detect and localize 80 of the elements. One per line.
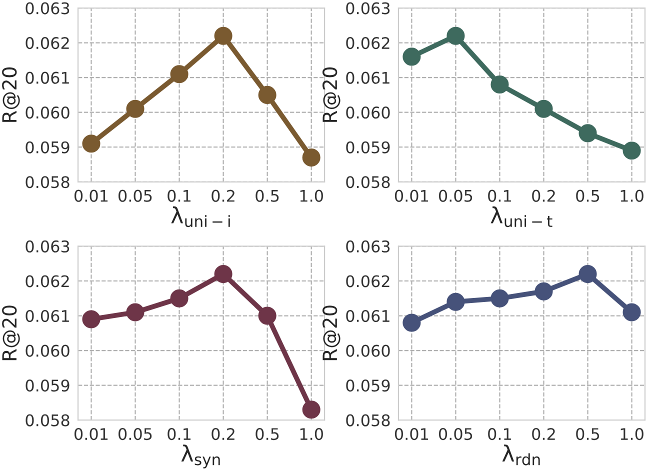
x-tick-label: 0.2 — [532, 190, 555, 202]
point — [82, 310, 100, 328]
x-tick-label: 0.01 — [74, 190, 108, 202]
point — [258, 86, 276, 104]
point — [402, 314, 421, 332]
x-tick-label: 0.5 — [576, 428, 600, 440]
y-tick-label: 0.063 — [26, 240, 70, 253]
point — [258, 306, 276, 325]
point — [578, 265, 597, 284]
point — [214, 265, 232, 284]
y-tick-label: 0.063 — [26, 2, 70, 14]
y-tick-label: 0.059 — [346, 380, 390, 392]
x-tick-label: 0.05 — [118, 428, 152, 440]
y-tick-label: 0.060 — [346, 106, 390, 119]
x-tick-label: 0.1 — [488, 428, 511, 440]
y-tick-label: 0.063 — [346, 240, 390, 253]
point — [214, 26, 232, 45]
x-tick-label: 0.01 — [74, 428, 108, 440]
x-axis-title: λ$_{uni−t}$ — [490, 206, 552, 228]
y-tick-label: 0.058 — [346, 176, 390, 188]
x-axis-title: λ$_{rdn}$ — [502, 444, 540, 466]
x-tick-label: 0.1 — [488, 190, 511, 202]
x-axis-title: λ$_{syn}$ — [181, 444, 220, 468]
point — [170, 65, 188, 84]
y-tick-label: 0.061 — [26, 72, 69, 84]
y-tick-label: 0.061 — [346, 310, 390, 322]
x-tick-label: 0.2 — [532, 428, 555, 440]
x-tick-label: 0.5 — [256, 428, 279, 440]
x-tick-label: 0.5 — [256, 190, 279, 202]
y-tick-label: 0.062 — [346, 275, 390, 288]
y-tick-label: 0.062 — [346, 37, 390, 50]
y-tick-label: 0.063 — [346, 2, 390, 14]
y-tick-label: 0.060 — [26, 106, 70, 119]
y-tick-label: 0.061 — [26, 310, 69, 322]
x-tick-label: 0.01 — [394, 428, 428, 440]
y-axis-title: R@20 — [2, 306, 20, 360]
x-tick-label: 1.0 — [620, 190, 644, 202]
x-tick-label: 0.2 — [212, 190, 234, 202]
point — [490, 75, 509, 94]
point — [170, 289, 188, 308]
x-tick-label: 1.0 — [620, 428, 644, 440]
y-tick-label: 0.062 — [26, 275, 69, 288]
x-tick-label: 0.05 — [438, 190, 472, 202]
x-tick-label: 0.05 — [438, 428, 472, 440]
x-tick-label: 0.1 — [168, 428, 191, 440]
y-axis-title: R@20 — [2, 67, 20, 122]
y-tick-label: 0.058 — [26, 414, 70, 426]
point — [446, 292, 465, 311]
y-axis-title: R@20 — [322, 67, 340, 122]
point — [534, 282, 553, 300]
y-tick-label: 0.062 — [26, 37, 69, 50]
point — [126, 303, 144, 322]
x-tick-label: 0.1 — [168, 190, 191, 202]
y-axis-title: R@20 — [322, 306, 340, 360]
x-tick-label: 1.0 — [300, 428, 323, 440]
x-tick-label: 0.5 — [576, 190, 600, 202]
x-axis-title: λ$_{uni−i}$ — [171, 206, 230, 228]
x-tick-label: 0.01 — [394, 190, 428, 202]
x-tick-label: 0.2 — [212, 428, 234, 440]
y-tick-label: 0.059 — [346, 141, 390, 154]
point — [622, 303, 641, 322]
point — [490, 289, 509, 308]
y-tick-label: 0.058 — [26, 176, 70, 188]
point — [578, 124, 597, 142]
y-tick-label: 0.059 — [26, 380, 70, 392]
point — [402, 48, 421, 66]
point — [622, 142, 641, 160]
y-tick-label: 0.061 — [346, 72, 390, 84]
x-tick-label: 0.05 — [118, 190, 152, 202]
x-tick-label: 1.0 — [300, 190, 323, 202]
point — [82, 134, 100, 153]
point — [302, 400, 320, 419]
y-tick-label: 0.058 — [346, 414, 390, 426]
y-tick-label: 0.060 — [346, 344, 390, 357]
point — [534, 100, 553, 118]
point — [302, 148, 320, 167]
point — [446, 26, 465, 45]
point — [126, 100, 144, 118]
y-tick-label: 0.059 — [26, 141, 70, 154]
y-tick-label: 0.060 — [26, 344, 70, 357]
